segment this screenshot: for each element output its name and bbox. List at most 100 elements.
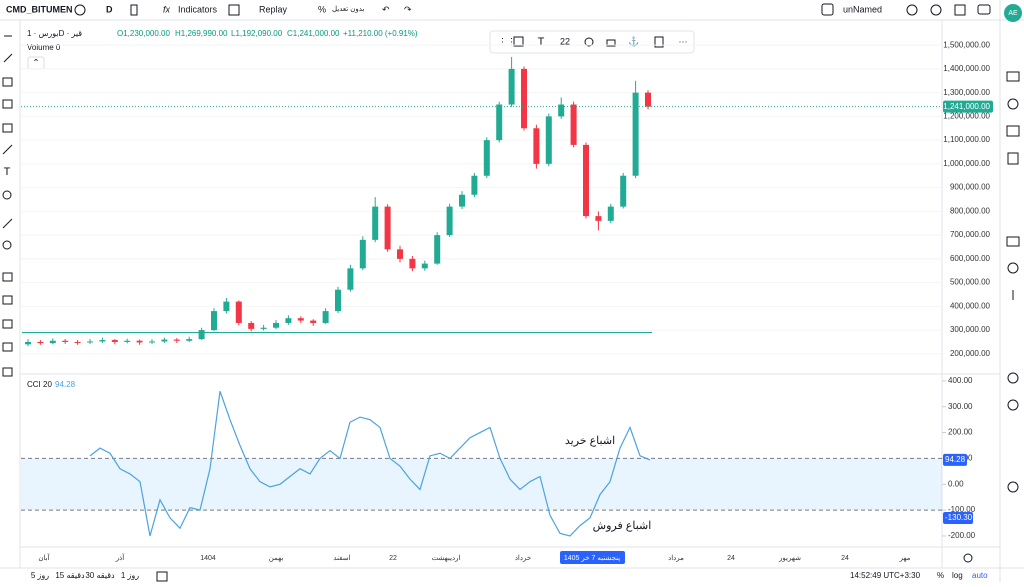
watchlist[interactable] bbox=[1006, 71, 1020, 82]
snapshot[interactable] bbox=[977, 4, 991, 15]
x-tick-label: آبان bbox=[38, 552, 50, 562]
hide-tool[interactable] bbox=[2, 342, 13, 352]
replay[interactable]: Replay bbox=[259, 4, 288, 14]
theme[interactable] bbox=[1007, 481, 1019, 493]
drawing-toolbar bbox=[489, 30, 695, 54]
x-tick-label: 24 bbox=[841, 555, 849, 562]
adjust[interactable]: بدون تعدیل bbox=[332, 5, 364, 13]
trend-tool[interactable] bbox=[3, 53, 13, 63]
candle-body bbox=[645, 92, 651, 107]
wallet[interactable] bbox=[1006, 236, 1020, 247]
time-settings[interactable] bbox=[963, 553, 973, 563]
remove-tool[interactable] bbox=[2, 367, 13, 377]
undo[interactable]: ↶ bbox=[382, 4, 390, 14]
candle-body bbox=[372, 206, 379, 240]
more-tool[interactable]: ··· bbox=[679, 36, 688, 46]
alert[interactable] bbox=[906, 4, 918, 16]
tool-template[interactable] bbox=[513, 36, 524, 47]
candle-body bbox=[285, 318, 292, 323]
profile[interactable] bbox=[1007, 262, 1019, 274]
font-size[interactable]: 22 bbox=[560, 36, 570, 46]
interval[interactable]: D bbox=[106, 4, 113, 14]
indicators[interactable]: Indicators bbox=[178, 4, 218, 14]
candle-body bbox=[583, 144, 589, 217]
templates[interactable] bbox=[228, 4, 240, 16]
fullscreen[interactable] bbox=[954, 4, 966, 16]
candle-body bbox=[570, 104, 577, 145]
symbol[interactable]: CMD_BITUMEN bbox=[6, 4, 73, 14]
calendar-button[interactable] bbox=[156, 571, 168, 582]
settings-tool[interactable] bbox=[584, 37, 594, 47]
ohlc-close: C1,241,000.00 bbox=[287, 29, 340, 38]
candle-body bbox=[87, 341, 93, 343]
x-tick-label: مرداد bbox=[668, 554, 684, 562]
magnet-tool[interactable] bbox=[2, 272, 13, 282]
candle-body bbox=[149, 341, 155, 343]
chart-style[interactable] bbox=[130, 4, 138, 16]
candle-body bbox=[235, 301, 242, 323]
range-button[interactable]: 5 روز bbox=[31, 571, 49, 580]
pattern-tool[interactable] bbox=[2, 99, 13, 109]
candle-body bbox=[124, 340, 131, 342]
candle-body bbox=[496, 104, 503, 141]
log-toggle[interactable]: log bbox=[952, 571, 963, 580]
forecast-tool[interactable] bbox=[2, 123, 13, 133]
candle-body bbox=[397, 249, 403, 259]
alerts[interactable] bbox=[1007, 98, 1019, 110]
measure-tool[interactable] bbox=[2, 218, 13, 229]
lock-all-tool[interactable] bbox=[2, 319, 13, 329]
candle-body bbox=[273, 322, 279, 328]
delete-tool[interactable] bbox=[654, 36, 664, 48]
y-tick-label: 1,300,000.00 bbox=[943, 88, 990, 97]
settings-side[interactable] bbox=[1007, 372, 1019, 384]
add-symbol[interactable] bbox=[74, 4, 86, 16]
avatar[interactable] bbox=[1004, 4, 1022, 22]
candle-body bbox=[620, 175, 627, 207]
y-tick-label: 500,000.00 bbox=[950, 278, 991, 287]
brush-tool[interactable] bbox=[2, 144, 13, 155]
crosshair-date-box bbox=[560, 551, 625, 564]
candle-body bbox=[347, 268, 354, 290]
candle-body bbox=[471, 175, 478, 195]
fib-tool[interactable] bbox=[2, 77, 13, 87]
candle-body bbox=[297, 318, 304, 321]
lock-tool[interactable] bbox=[606, 39, 616, 47]
x-tick-label: مهر bbox=[899, 555, 911, 562]
y-tick-label: 1,100,000.00 bbox=[943, 135, 990, 144]
candle-body bbox=[198, 330, 205, 340]
collapse-icon: ⌃ bbox=[32, 57, 40, 67]
settings[interactable] bbox=[930, 4, 942, 16]
percent-toggle[interactable]: % bbox=[937, 571, 944, 580]
redo[interactable]: ↷ bbox=[404, 4, 412, 14]
zoom-tool[interactable] bbox=[2, 240, 12, 250]
y-tick-label: 600,000.00 bbox=[950, 254, 991, 263]
text-tool[interactable]: T bbox=[538, 36, 545, 48]
y-tick-label: 0.00 bbox=[948, 479, 964, 488]
annotation: اشباع خرید bbox=[565, 435, 615, 447]
calendar[interactable] bbox=[1006, 125, 1020, 137]
layout-checkbox[interactable] bbox=[821, 3, 834, 16]
auto-toggle[interactable]: auto bbox=[972, 571, 988, 580]
text-tool-left[interactable]: T bbox=[4, 166, 11, 178]
notes[interactable] bbox=[1007, 152, 1019, 165]
stay-tool[interactable] bbox=[2, 295, 13, 305]
y-tick-label: 300,000.00 bbox=[950, 325, 991, 334]
candle-body bbox=[521, 68, 527, 129]
y-tick-label: 400,000.00 bbox=[950, 301, 991, 310]
candle-body bbox=[595, 216, 602, 221]
range-button[interactable]: 1 روز bbox=[121, 571, 139, 580]
notifications[interactable] bbox=[1007, 399, 1019, 411]
avatar-text: AE bbox=[1008, 10, 1018, 17]
x-tick-label: 24 bbox=[727, 555, 735, 562]
drag-handle[interactable]: ⋮⋮ bbox=[498, 36, 516, 46]
layout-name[interactable]: unNamed bbox=[843, 4, 882, 14]
anchor-tool[interactable]: ⚓ bbox=[628, 35, 639, 46]
range-button[interactable]: 15 دقیقه bbox=[55, 571, 85, 580]
candle-body bbox=[322, 311, 329, 323]
range-button[interactable]: 30 دقیقه bbox=[85, 571, 115, 580]
emoji-tool[interactable] bbox=[2, 190, 12, 200]
candle-body bbox=[161, 339, 168, 342]
candle-body bbox=[359, 239, 366, 269]
candle-body bbox=[62, 340, 69, 342]
